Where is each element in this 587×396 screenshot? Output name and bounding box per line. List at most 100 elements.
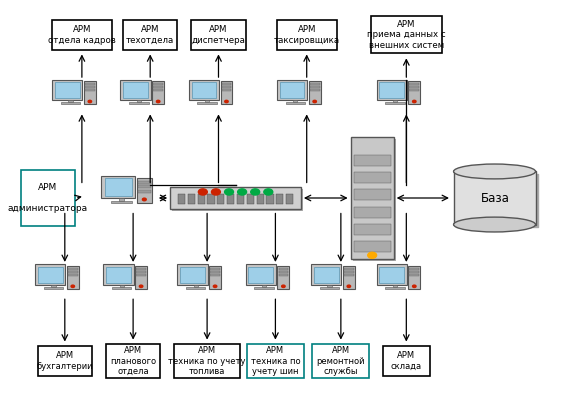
Polygon shape (280, 82, 305, 98)
Polygon shape (320, 287, 339, 289)
FancyBboxPatch shape (237, 194, 244, 204)
Polygon shape (61, 103, 80, 105)
Circle shape (225, 189, 234, 195)
Polygon shape (194, 284, 198, 287)
Polygon shape (209, 266, 221, 289)
Polygon shape (262, 284, 266, 287)
FancyBboxPatch shape (371, 16, 442, 53)
Polygon shape (310, 86, 319, 88)
FancyBboxPatch shape (178, 194, 185, 204)
Polygon shape (314, 267, 339, 283)
Polygon shape (106, 267, 131, 283)
Text: АРМ
техника по учету
топлива: АРМ техника по учету топлива (168, 346, 246, 376)
Polygon shape (379, 82, 404, 98)
Polygon shape (104, 178, 131, 196)
Polygon shape (68, 274, 77, 276)
Ellipse shape (454, 217, 535, 232)
Polygon shape (409, 83, 419, 85)
Polygon shape (153, 83, 163, 85)
Polygon shape (328, 284, 332, 287)
Text: АРМ
ремонтной
службы: АРМ ремонтной службы (316, 346, 365, 376)
Polygon shape (136, 274, 146, 276)
Polygon shape (68, 271, 77, 273)
Circle shape (143, 198, 146, 201)
Text: АРМ
техника по
учету шин: АРМ техника по учету шин (251, 346, 300, 376)
Polygon shape (376, 265, 407, 284)
Polygon shape (385, 287, 404, 289)
FancyBboxPatch shape (354, 207, 390, 217)
Circle shape (238, 189, 247, 195)
FancyBboxPatch shape (191, 20, 245, 50)
Text: АРМ
таксировщика: АРМ таксировщика (274, 25, 340, 44)
FancyBboxPatch shape (247, 194, 254, 204)
Polygon shape (191, 82, 216, 98)
Polygon shape (103, 265, 134, 284)
Polygon shape (309, 81, 321, 105)
Text: АРМ
бухгалтерии: АРМ бухгалтерии (36, 352, 93, 371)
Polygon shape (138, 185, 150, 188)
Circle shape (264, 189, 273, 195)
Polygon shape (278, 271, 288, 273)
Circle shape (213, 285, 217, 287)
Polygon shape (180, 267, 205, 283)
Polygon shape (310, 83, 319, 85)
Circle shape (71, 285, 75, 287)
Polygon shape (51, 284, 56, 287)
Polygon shape (278, 266, 289, 289)
Polygon shape (293, 100, 298, 103)
Polygon shape (138, 190, 150, 193)
Polygon shape (278, 274, 288, 276)
FancyBboxPatch shape (38, 346, 92, 376)
FancyBboxPatch shape (198, 194, 205, 204)
FancyBboxPatch shape (354, 155, 390, 166)
Polygon shape (409, 89, 419, 91)
Polygon shape (222, 86, 231, 88)
Polygon shape (135, 266, 147, 289)
Circle shape (198, 189, 207, 195)
FancyBboxPatch shape (123, 20, 177, 50)
FancyBboxPatch shape (266, 194, 274, 204)
Polygon shape (409, 81, 420, 105)
Polygon shape (343, 266, 355, 289)
Circle shape (211, 189, 220, 195)
Polygon shape (153, 89, 163, 91)
Text: АРМ
отдела кадров: АРМ отдела кадров (48, 25, 116, 44)
FancyBboxPatch shape (227, 194, 234, 204)
Polygon shape (197, 103, 217, 105)
Polygon shape (43, 287, 63, 289)
Polygon shape (205, 100, 210, 103)
Ellipse shape (454, 164, 535, 179)
Polygon shape (85, 89, 95, 91)
Polygon shape (120, 284, 124, 287)
FancyBboxPatch shape (276, 194, 284, 204)
Polygon shape (210, 274, 220, 276)
FancyBboxPatch shape (172, 188, 303, 211)
Circle shape (413, 285, 416, 287)
Polygon shape (138, 181, 150, 184)
Polygon shape (120, 80, 151, 100)
FancyBboxPatch shape (207, 194, 215, 204)
Polygon shape (409, 86, 419, 88)
Polygon shape (222, 83, 231, 85)
Polygon shape (254, 287, 274, 289)
Polygon shape (310, 89, 319, 91)
Circle shape (368, 252, 377, 258)
FancyBboxPatch shape (312, 345, 369, 378)
Text: АРМ
диспетчера: АРМ диспетчера (191, 25, 245, 44)
FancyBboxPatch shape (286, 194, 293, 204)
Polygon shape (119, 198, 124, 201)
Text: АРМ

администратора: АРМ администратора (8, 183, 88, 213)
Text: База: База (481, 192, 510, 204)
Polygon shape (409, 274, 419, 276)
Polygon shape (379, 267, 404, 283)
Circle shape (413, 100, 416, 103)
Polygon shape (376, 80, 407, 100)
Polygon shape (102, 176, 135, 198)
Polygon shape (344, 274, 354, 276)
Polygon shape (85, 83, 95, 85)
Polygon shape (210, 268, 220, 270)
Polygon shape (153, 86, 163, 88)
FancyBboxPatch shape (354, 189, 390, 200)
Text: АРМ
техотдела: АРМ техотдела (126, 25, 174, 44)
Polygon shape (68, 100, 73, 103)
